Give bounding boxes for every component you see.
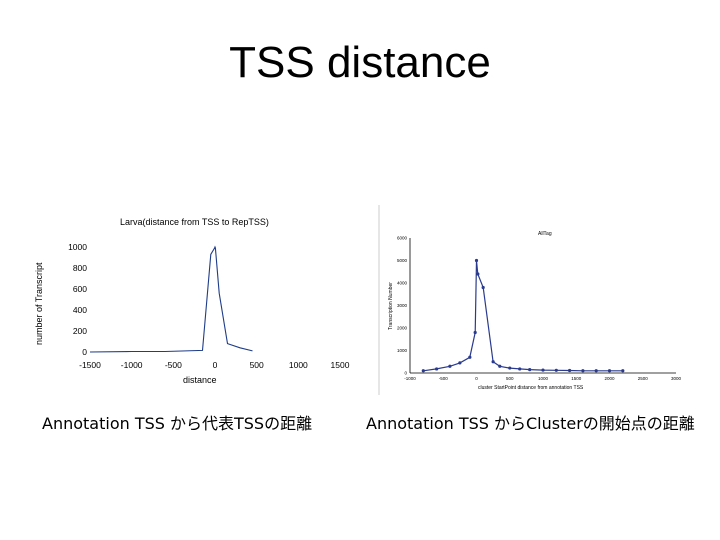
chart-1-x-tick-label: 2000 [604, 376, 615, 381]
chart-1-y-tick-label: 2000 [397, 326, 408, 331]
chart-1-x-tick-label: 0 [475, 376, 478, 381]
chart-1-y-tick-label: 6000 [397, 236, 408, 241]
chart-1-data-point [528, 368, 532, 372]
chart-1-data-point [491, 360, 495, 364]
chart-1-data-point [435, 367, 439, 371]
chart-right-title: AllTag [538, 231, 552, 237]
chart-1-data-point [554, 368, 558, 372]
chart-right-background [378, 205, 688, 395]
chart-0-x-tick-label: 1500 [331, 360, 350, 370]
chart-1-data-point [568, 368, 572, 373]
chart-right-xlabel: cluster StartPoint distance from annotat… [478, 385, 584, 391]
chart-1-data-point [468, 355, 472, 359]
chart-right-left-edge [378, 205, 380, 395]
caption-right: Annotation TSS からClusterの開始点の距離 [366, 414, 695, 433]
chart-1-x-tick-label: 3000 [671, 376, 682, 381]
chart-1-y-tick-label: 4000 [397, 281, 408, 286]
chart-left-background [30, 205, 360, 390]
chart-1-y-tick-label: 0 [404, 371, 407, 376]
chart-1-data-point [481, 285, 485, 290]
chart-1-y-tick-label: 3000 [397, 303, 408, 308]
chart-1-x-tick-label: -1000 [404, 376, 416, 381]
chart-1-data-point [621, 369, 625, 373]
chart-0-series-line [89, 245, 253, 353]
chart-1-y-tick-label: 1000 [397, 348, 408, 353]
chart-1-data-point [474, 258, 479, 263]
chart-1-data-point [498, 364, 502, 368]
chart-1-x-tick-label: 1000 [538, 376, 549, 381]
chart-1-y-tick-label: 5000 [397, 258, 408, 263]
chart-0-y-tick-label: 800 [73, 263, 87, 273]
chart-1-data-point [607, 369, 612, 373]
chart-left-xlabel: distance [183, 375, 217, 385]
chart-left-title: Larva(distance from TSS to RepTSS) [120, 217, 269, 227]
chart-1-data-point [594, 369, 598, 373]
chart-1-data-point [458, 361, 462, 365]
chart-larva-distance: Larva(distance from TSS to RepTSS) numbe… [30, 205, 360, 390]
chart-1-data-point [473, 330, 477, 335]
chart-1-x-tick-label: -500 [439, 376, 449, 381]
chart-1-data-point [541, 368, 545, 372]
chart-0-x-tick-label: 0 [213, 360, 218, 370]
chart-1-data-point [508, 366, 512, 370]
chart-alltag-distance: AllTag Transcription Number cluster Star… [378, 205, 688, 395]
chart-right-ylabel: Transcription Number [388, 282, 394, 330]
chart-1-data-point [518, 367, 522, 371]
chart-0-x-tick-label: -500 [165, 360, 182, 370]
chart-0-x-tick-label: -1000 [121, 360, 143, 370]
chart-1-data-point [448, 364, 452, 368]
chart-left-ylabel: number of Transcript [34, 262, 44, 345]
chart-0-y-tick-label: 200 [73, 326, 87, 336]
chart-0-y-tick-label: 400 [73, 305, 87, 315]
chart-1-x-tick-label: 2500 [638, 376, 649, 381]
chart-1-data-point [421, 369, 425, 373]
chart-0-x-tick-label: -1500 [79, 360, 101, 370]
chart-1-data-point [476, 272, 480, 276]
chart-0-y-tick-label: 0 [82, 347, 87, 357]
chart-0-x-tick-label: 500 [250, 360, 264, 370]
chart-1-x-tick-label: 1500 [571, 376, 582, 381]
chart-0-y-tick-label: 1000 [68, 242, 87, 252]
chart-1-x-tick-label: 500 [506, 376, 514, 381]
caption-left: Annotation TSS から代表TSSの距離 [42, 414, 313, 433]
slide-title: TSS distance [229, 38, 491, 87]
chart-0-y-tick-label: 600 [73, 284, 87, 294]
chart-1-data-point [581, 369, 585, 373]
chart-0-x-tick-label: 1000 [289, 360, 308, 370]
